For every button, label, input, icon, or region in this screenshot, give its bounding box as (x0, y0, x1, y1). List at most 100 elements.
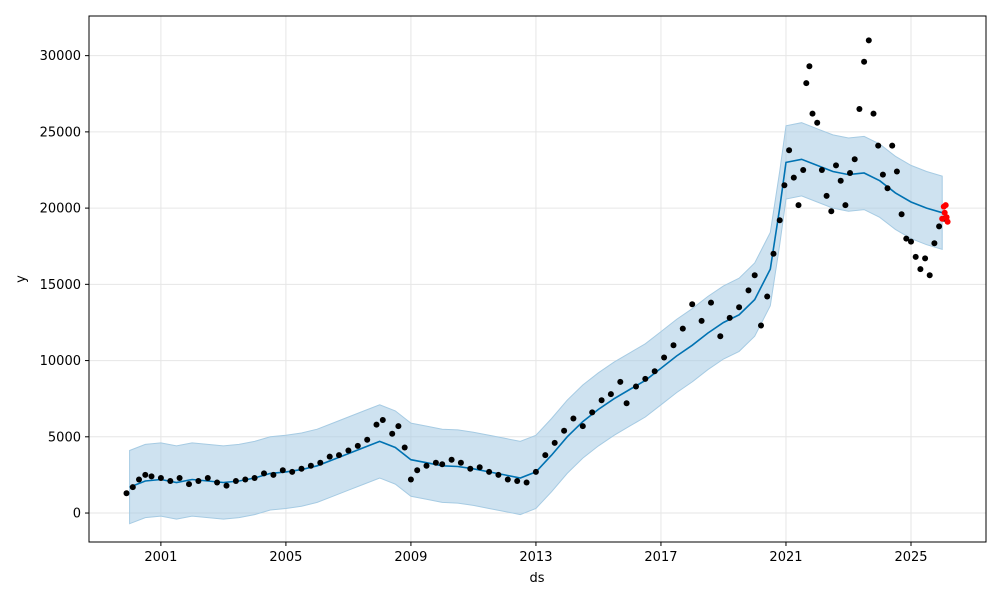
observed-point (317, 459, 324, 466)
observed-point (289, 468, 296, 475)
highlight-point (942, 202, 949, 209)
observed-point (373, 421, 380, 428)
observed-point (379, 417, 386, 423)
observed-point (532, 468, 539, 475)
y-axis: 0 5000 10000 15000 20000 25000 30000 (40, 49, 89, 522)
observed-point (736, 304, 743, 311)
observed-point (551, 439, 558, 446)
observed-point (837, 177, 844, 184)
uncertainty-interval (129, 122, 943, 525)
observed-point (751, 272, 758, 279)
observed-point (870, 110, 877, 117)
observed-point (607, 391, 614, 398)
highlight-point (943, 214, 950, 221)
observed-point (922, 255, 929, 262)
observed-point (889, 142, 896, 149)
observed-point (270, 471, 277, 478)
observed-point (758, 322, 764, 329)
observed-point (589, 409, 596, 416)
observed-point (157, 475, 164, 481)
observed-points (123, 37, 947, 497)
observed-point (764, 293, 771, 300)
observed-point (795, 202, 802, 209)
observed-point (884, 185, 891, 192)
observed-point (514, 478, 521, 484)
x-tick-label: 2025 (894, 550, 927, 565)
observed-point (903, 235, 910, 242)
observed-point (326, 453, 333, 460)
observed-point (931, 240, 938, 247)
observed-point (851, 156, 858, 163)
highlight-points (939, 202, 951, 225)
observed-point (770, 250, 777, 257)
observed-point (818, 167, 825, 173)
observed-point (298, 465, 305, 472)
observed-point (809, 110, 816, 117)
observed-point (917, 266, 924, 273)
observed-point (633, 383, 639, 390)
observed-point (879, 171, 886, 178)
highlight-point (941, 209, 948, 216)
observed-point (389, 430, 396, 437)
observed-point (679, 325, 686, 332)
observed-point (847, 170, 853, 176)
observed-point (232, 478, 239, 484)
forecast-trend-line (129, 158, 943, 488)
observed-point (195, 478, 202, 484)
observed-point (617, 378, 624, 385)
observed-point (336, 452, 342, 459)
observed-point (786, 147, 793, 154)
y-axis-label: y (14, 275, 29, 283)
observed-point (642, 375, 649, 382)
y-tick-label: 30000 (40, 49, 81, 64)
observed-point (307, 462, 314, 469)
observed-point (261, 470, 267, 477)
y-tick-label: 25000 (40, 125, 81, 140)
observed-point (800, 167, 807, 173)
plot-frame (88, 15, 987, 543)
observed-point (893, 168, 900, 175)
observed-point (865, 37, 872, 44)
observed-point (561, 427, 568, 434)
observed-point (523, 479, 530, 486)
observed-point (167, 478, 174, 484)
observed-point (467, 465, 474, 472)
x-tick-label: 2005 (269, 550, 302, 565)
y-tick-label: 15000 (40, 278, 81, 293)
observed-point (242, 476, 249, 483)
highlight-point (944, 218, 951, 225)
observed-point (123, 490, 130, 497)
x-tick-label: 2021 (769, 550, 802, 565)
forecast-line (129, 158, 943, 488)
x-tick-label: 2017 (644, 550, 677, 565)
observed-point (790, 174, 797, 181)
observed-point (833, 162, 839, 169)
x-axis: 2001 2005 2009 2013 2017 2021 2025 (144, 542, 928, 565)
observed-point (579, 423, 586, 430)
observed-point (823, 192, 830, 199)
interval-band (129, 122, 943, 525)
observed-point (401, 444, 408, 451)
observed-point (806, 63, 813, 70)
observed-point (781, 182, 788, 189)
y-tick-label: 20000 (40, 202, 81, 217)
observed-point (651, 368, 658, 375)
observed-point (142, 471, 149, 478)
observed-point (661, 354, 668, 361)
observed-point (842, 202, 849, 209)
observed-point (395, 423, 402, 430)
observed-point (364, 436, 371, 443)
observed-point (708, 299, 714, 306)
x-tick-label: 2009 (394, 550, 427, 565)
observed-point (476, 464, 483, 471)
observed-point (570, 415, 577, 422)
observed-point (936, 223, 943, 230)
y-tick-label: 10000 (40, 354, 81, 369)
observed-point (407, 476, 414, 483)
observed-point (542, 452, 549, 459)
observed-point (148, 473, 155, 480)
observed-point (251, 475, 258, 481)
observed-point (908, 238, 914, 245)
observed-point (414, 467, 421, 474)
observed-point (423, 462, 430, 469)
